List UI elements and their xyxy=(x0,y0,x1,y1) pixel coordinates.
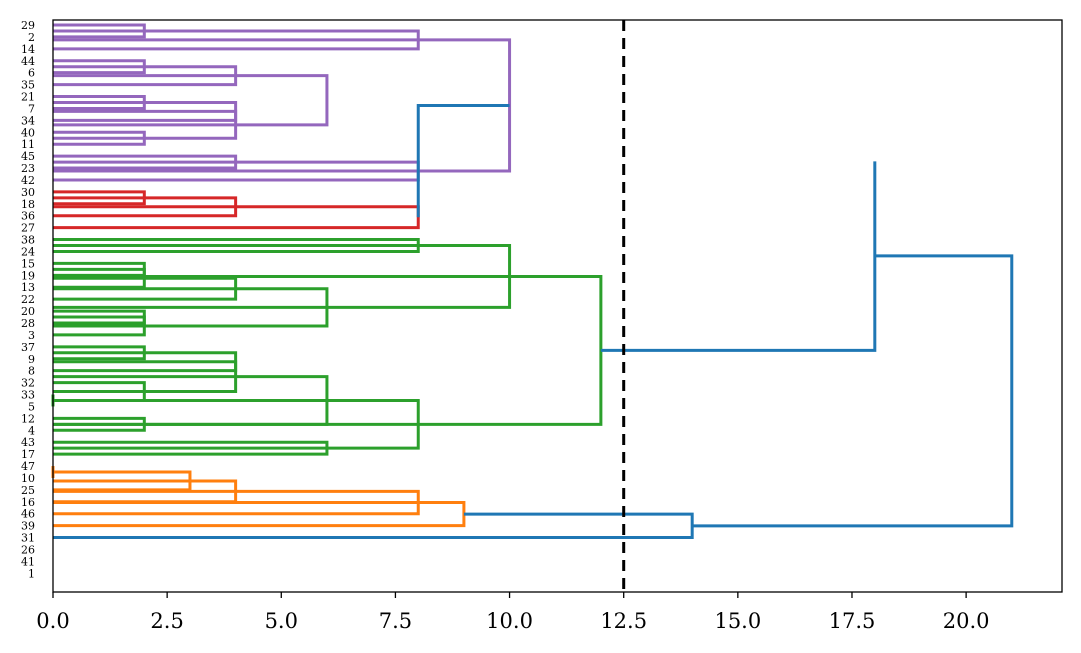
leaf-label: 32 xyxy=(21,377,35,390)
leaf-label: 45 xyxy=(21,150,35,163)
x-tick-label: 15.0 xyxy=(714,609,761,633)
leaf-label: 28 xyxy=(21,317,35,330)
x-tick-label: 17.5 xyxy=(829,609,876,633)
dendrogram-links xyxy=(51,23,1014,540)
x-tick-label: 12.5 xyxy=(600,609,647,633)
leaf-label: 30 xyxy=(21,186,35,199)
leaf-label: 34 xyxy=(21,114,35,127)
leaf-label: 22 xyxy=(21,293,35,306)
leaf-label: 20 xyxy=(21,305,35,318)
leaf-label: 37 xyxy=(21,341,35,354)
x-tick-label: 20.0 xyxy=(943,609,990,633)
leaf-label: 11 xyxy=(21,138,35,151)
leaf-label: 29 xyxy=(21,19,35,32)
leaf-label: 14 xyxy=(21,43,35,56)
leaf-label: 36 xyxy=(21,210,35,223)
leaf-label: 47 xyxy=(21,460,35,473)
leaf-label: 35 xyxy=(21,79,35,92)
leaf-label: 33 xyxy=(21,389,35,402)
leaf-label: 25 xyxy=(21,484,35,497)
leaf-label: 38 xyxy=(21,234,35,247)
dendrogram-link-39 xyxy=(600,161,877,352)
leaf-label: 27 xyxy=(21,222,35,235)
leaf-label: 3 xyxy=(28,329,35,342)
leaf-label: 26 xyxy=(21,543,35,556)
leaf-label: 16 xyxy=(21,496,35,509)
dendrogram-link-8 xyxy=(53,74,329,127)
leaf-label: 18 xyxy=(21,198,35,211)
leaf-label: 41 xyxy=(21,555,35,568)
x-tick-label: 0.0 xyxy=(36,609,69,633)
leaf-label: 15 xyxy=(21,257,35,270)
leaf-label: 40 xyxy=(21,126,35,139)
leaf-label: 21 xyxy=(21,91,35,104)
leaf-label: 8 xyxy=(28,365,35,378)
leaf-label: 1 xyxy=(28,567,35,580)
leaf-label: 19 xyxy=(21,269,35,282)
x-tick-label: 7.5 xyxy=(379,609,412,633)
x-tick-label: 2.5 xyxy=(150,609,183,633)
leaf-label: 12 xyxy=(21,412,35,425)
x-tick-label: 5.0 xyxy=(265,609,298,633)
leaf-label: 23 xyxy=(21,162,35,175)
x-tick-label: 10.0 xyxy=(486,609,533,633)
leaf-label: 2 xyxy=(28,31,35,44)
dendrogram-link-41 xyxy=(692,254,1014,528)
leaf-label: 39 xyxy=(21,520,35,533)
leaf-label: 42 xyxy=(21,174,35,187)
leaf-label: 10 xyxy=(21,472,35,485)
leaf-label: 24 xyxy=(21,245,35,258)
leaf-label: 13 xyxy=(21,281,35,294)
leaf-label: 46 xyxy=(21,508,35,521)
leaf-label: 17 xyxy=(21,448,35,461)
leaf-label: 6 xyxy=(28,67,35,80)
plot-frame xyxy=(52,19,1063,593)
leaf-labels: 2921444635217344011452342301836273824151… xyxy=(21,19,35,580)
leaf-label: 44 xyxy=(21,55,35,68)
dendrogram-link-38 xyxy=(416,103,510,218)
leaf-label: 5 xyxy=(28,400,35,413)
leaf-label: 4 xyxy=(28,424,35,437)
leaf-label: 7 xyxy=(28,102,35,115)
leaf-label: 31 xyxy=(21,532,35,545)
x-axis: 0.0 2.5 5.0 7.5 10.0 12.5 15.0 17.5 20.0 xyxy=(36,592,990,633)
leaf-label: 9 xyxy=(28,353,35,366)
dendrogram-link-32 xyxy=(53,274,603,426)
leaf-label: 43 xyxy=(21,436,35,449)
